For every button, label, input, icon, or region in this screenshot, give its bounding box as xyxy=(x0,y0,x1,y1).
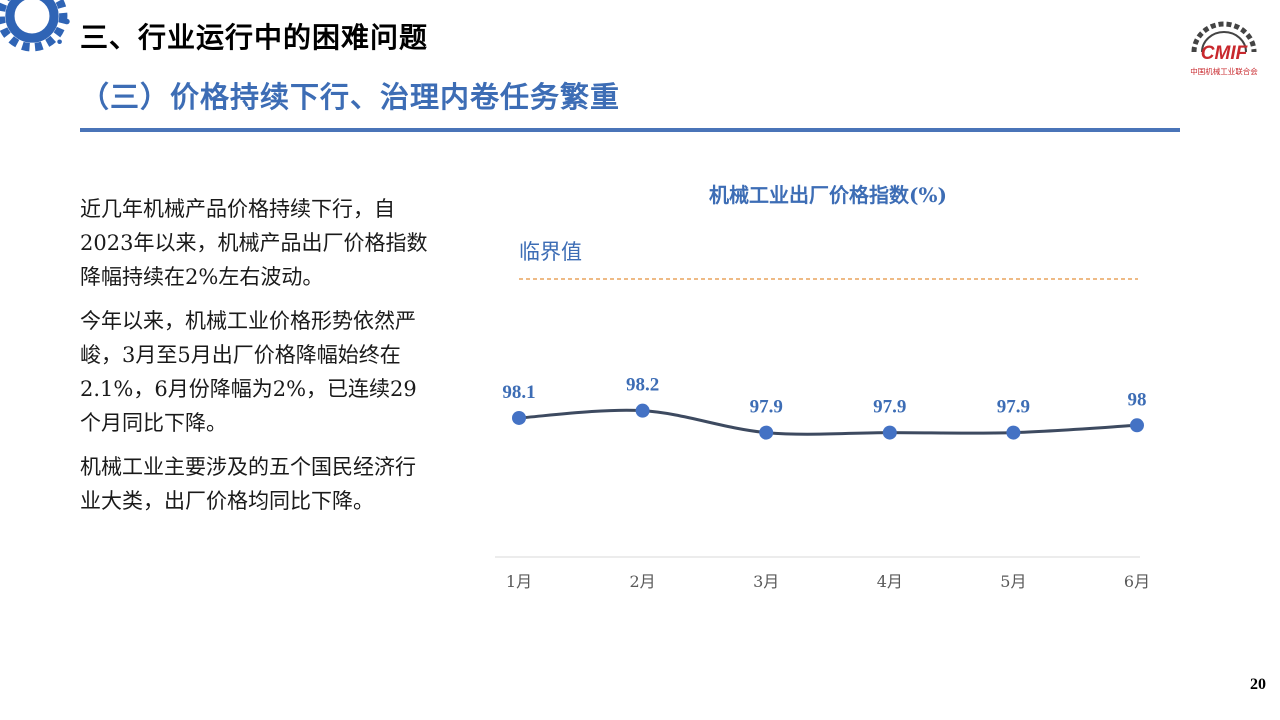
section-title: 三、行业运行中的困难问题 xyxy=(80,21,429,54)
x-tick-label: 2月 xyxy=(630,572,656,591)
data-label: 98 xyxy=(1128,389,1147,410)
body-paragraph-3: 机械工业主要涉及的五个国民经济行业大类，出厂价格均同比下降。 xyxy=(80,455,416,513)
x-tick-label: 5月 xyxy=(1000,572,1026,591)
logo-org-name: 中国机械工业联合会 xyxy=(1190,66,1258,76)
data-label: 97.9 xyxy=(750,397,783,418)
gear-logo-icon xyxy=(1191,21,1257,53)
sub-title: （三）价格持续下行、治理内卷任务繁重 xyxy=(80,80,621,114)
page-number: 20 xyxy=(1250,676,1266,693)
reference-line-label: 临界值 xyxy=(519,240,582,264)
x-tick-label: 3月 xyxy=(753,572,779,591)
data-point xyxy=(635,403,650,418)
body-paragraph-1: 近几年机械产品价格持续下行，自2023年以来，机械产品出厂价格指数降幅持续在2%… xyxy=(80,197,428,289)
logo-text: CMIF xyxy=(1201,43,1249,64)
cmif-logo: CMIF 中国机械工业联合会 xyxy=(1190,21,1258,76)
body-text: 近几年机械产品价格持续下行，自2023年以来，机械产品出厂价格指数降幅持续在2%… xyxy=(80,192,430,528)
series-line xyxy=(518,408,1138,436)
data-label: 97.9 xyxy=(873,397,906,418)
data-point xyxy=(1130,418,1144,433)
x-tick-label: 4月 xyxy=(877,572,903,591)
data-point xyxy=(512,410,526,425)
data-point xyxy=(759,425,774,440)
chart-title: 机械工业出厂价格指数(%) xyxy=(709,183,947,207)
gear-decoration-icon xyxy=(0,0,70,52)
data-point xyxy=(882,425,897,440)
data-label: 98.2 xyxy=(626,375,659,396)
data-label: 97.9 xyxy=(997,397,1030,418)
header-divider xyxy=(80,128,1180,132)
body-paragraph-2: 今年以来，机械工业价格形势依然严峻，3月至5月出厂价格降幅始终在2.1%，6月份… xyxy=(80,309,417,435)
data-point xyxy=(1006,425,1021,440)
price-index-chart: 机械工业出厂价格指数(%) 临界值 98.1 1月 98.2 2月 97.9 3月 97.9 4月… xyxy=(495,183,1150,591)
x-tick-label: 1月 xyxy=(506,572,532,591)
data-label: 98.1 xyxy=(502,382,535,403)
x-tick-label: 6月 xyxy=(1124,572,1150,591)
